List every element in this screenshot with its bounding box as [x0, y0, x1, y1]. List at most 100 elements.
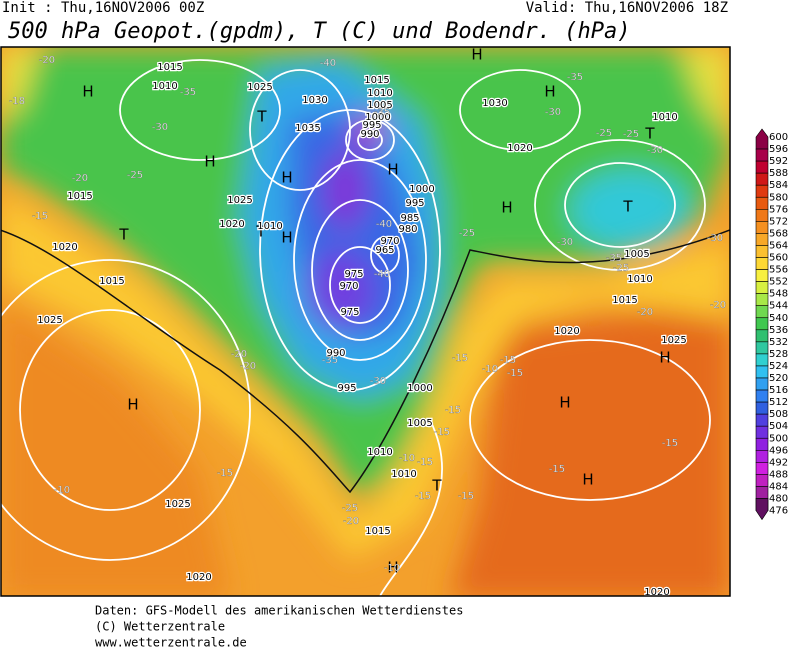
- colorbar-swatch: [755, 160, 769, 174]
- colorbar-swatch: [755, 377, 769, 391]
- temperature-label: -15: [549, 464, 565, 475]
- pressure-center: T: [255, 223, 266, 241]
- colorbar-label: 492: [769, 457, 788, 468]
- isobar-label: 1015: [612, 295, 637, 306]
- isobar-label: 970: [339, 281, 358, 292]
- temperature-label: -35: [606, 253, 622, 264]
- colorbar-swatch: [755, 353, 769, 367]
- temperature-label: -40: [320, 58, 336, 69]
- colorbar-label: 596: [769, 144, 788, 155]
- isobar-label: 1010: [627, 274, 652, 285]
- isobar-label: 1020: [52, 242, 77, 253]
- colorbar-swatch: [755, 413, 769, 427]
- temperature-label: -10: [54, 485, 70, 496]
- temperature-label: -35: [374, 107, 390, 118]
- footer-line: www.wetterzentrale.de: [95, 636, 247, 648]
- temperature-label: -15: [500, 355, 516, 366]
- isobar-label: 995: [405, 198, 424, 209]
- colorbar-label: 476: [769, 506, 788, 517]
- pressure-center: H: [501, 199, 512, 217]
- pressure-center: H: [659, 349, 670, 367]
- temperature-label: -20: [39, 55, 55, 66]
- colorbar-swatch: [755, 317, 769, 331]
- valid-time: Valid: Thu,16NOV2006 18Z: [526, 0, 728, 16]
- temperature-label: -30: [707, 233, 723, 244]
- colorbar-label: 536: [769, 325, 788, 336]
- colorbar-swatch: [755, 172, 769, 186]
- isobar-label: 985: [400, 213, 419, 224]
- footer-line: Daten: GFS-Modell des amerikanischen Wet…: [95, 604, 463, 618]
- isobar-label: 1030: [482, 98, 507, 109]
- map-title: 500 hPa Geopot.(gpdm), T (C) und Bodendr…: [8, 19, 631, 44]
- colorbar-swatch: [755, 437, 769, 451]
- temperature-label: -15: [452, 353, 468, 364]
- temperature-label: -15: [32, 211, 48, 222]
- isobar-label: 1015: [67, 191, 92, 202]
- isobar-label: 1015: [99, 276, 124, 287]
- isobar-label: 1015: [364, 75, 389, 86]
- colorbar-label: 588: [769, 168, 788, 179]
- isobar-label: 1025: [661, 335, 686, 346]
- temperature-label: -20: [637, 307, 653, 318]
- isobar-label: 1020: [554, 326, 579, 337]
- isobar-label: 975: [344, 269, 363, 280]
- colorbar-label: 568: [769, 228, 788, 239]
- isobar-label: 1025: [247, 82, 272, 93]
- footer-line: (C) Wetterzentrale: [95, 620, 225, 634]
- temperature-label: -15: [445, 405, 461, 416]
- pressure-center: T: [118, 226, 129, 244]
- temperature-label: -20: [240, 361, 256, 372]
- colorbar-swatch: [755, 293, 769, 306]
- colorbar-swatch: [755, 233, 769, 246]
- temperature-label: -40: [376, 219, 392, 230]
- pressure-center: H: [544, 83, 555, 101]
- field: [1, 47, 730, 596]
- isobar-label: 1020: [186, 572, 211, 583]
- isobar-label: 1010: [391, 469, 416, 480]
- pressure-center: H: [387, 559, 398, 577]
- isobar-label: 1020: [219, 219, 244, 230]
- pressure-center: H: [281, 229, 292, 247]
- colorbar-swatch: [755, 209, 769, 222]
- pressure-center: H: [582, 471, 593, 489]
- pressure-center: T: [431, 477, 442, 495]
- pressure-center: T: [256, 108, 267, 126]
- colorbar-swatch: [755, 449, 769, 463]
- temperature-label: -15: [662, 438, 678, 449]
- isobar-label: 1005: [407, 418, 432, 429]
- colorbar-label: 600: [769, 132, 788, 143]
- temperature-label: -30: [370, 376, 386, 387]
- isobar-label: 965: [375, 245, 394, 256]
- colorbar-swatch: [755, 498, 769, 521]
- colorbar-label: 560: [769, 253, 788, 264]
- colorbar-label: 516: [769, 385, 788, 396]
- isobar-label: 1025: [37, 315, 62, 326]
- colorbar-swatch: [755, 184, 769, 198]
- pressure-center: H: [82, 83, 93, 101]
- isobar-label: 1010: [367, 88, 392, 99]
- temperature-label: -20: [231, 349, 247, 360]
- isobar-label: 970: [380, 236, 399, 247]
- temperature-label: -25: [623, 129, 639, 140]
- colorbar-swatch: [755, 128, 769, 150]
- isobar-label: 1030: [302, 95, 327, 106]
- colorbar-label: 556: [769, 265, 788, 276]
- isobar-label: 1010: [152, 81, 177, 92]
- colorbar-swatch: [755, 245, 769, 258]
- colorbar-label: 512: [769, 397, 788, 408]
- colorbar-swatch: [755, 462, 769, 475]
- temperature-label: -25: [613, 263, 629, 274]
- colorbar-swatch: [755, 341, 769, 355]
- temperature-label: -15: [217, 468, 233, 479]
- temperature-label: -30: [557, 237, 573, 248]
- colorbar-label: 488: [769, 469, 788, 480]
- isobar-label: 1035: [295, 123, 320, 134]
- colorbar-swatch: [755, 486, 769, 499]
- temperature-label: -25: [459, 228, 475, 239]
- isobar-label: 1005: [624, 249, 649, 260]
- colorbar-label: 524: [769, 361, 788, 372]
- colorbar-label: 552: [769, 277, 788, 288]
- colorbar-label: 500: [769, 433, 788, 444]
- colorbar-label: 528: [769, 349, 788, 360]
